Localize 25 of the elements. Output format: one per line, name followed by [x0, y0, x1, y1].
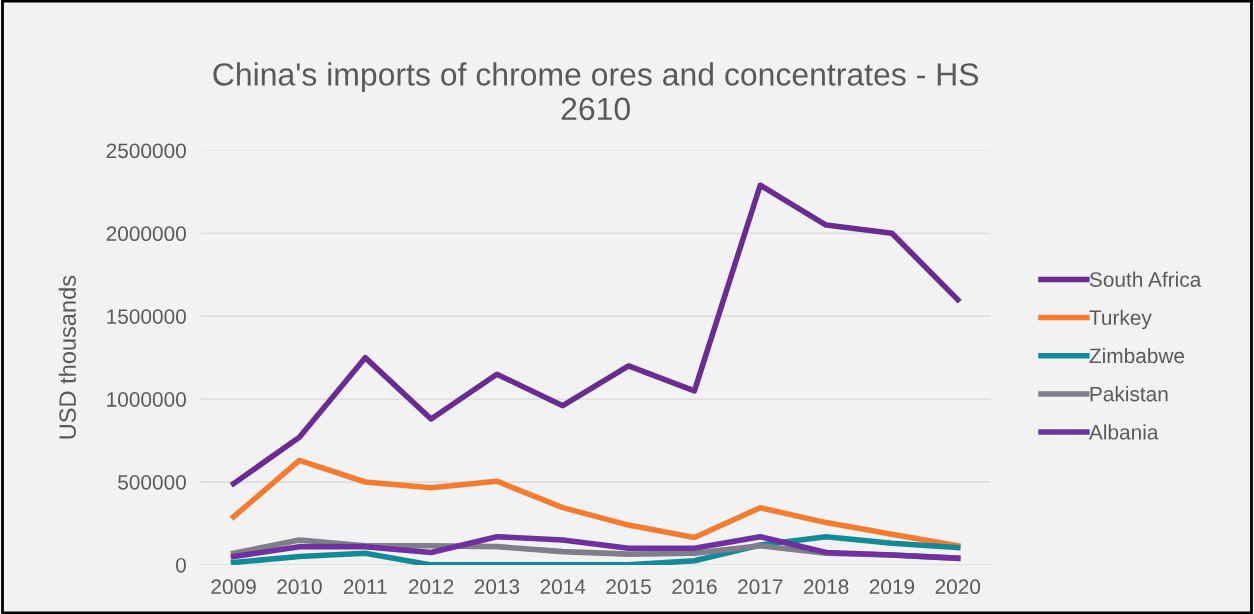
legend-label: Zimbabwe: [1089, 347, 1185, 364]
x-tick-label: 2016: [672, 579, 717, 595]
y-tick-label: 1500000: [107, 309, 186, 324]
x-tick-label: 2010: [277, 579, 322, 595]
x-tick-label: 2014: [540, 579, 586, 595]
y-tick-label: 2000000: [106, 226, 186, 242]
x-tick-label: 2017: [738, 579, 783, 595]
x-tick-label: 2013: [474, 579, 520, 595]
legend-label: South Africa: [1089, 271, 1202, 287]
x-tick-label: 2018: [803, 579, 849, 595]
chart-title: China's imports of chrome ores and concentrates - HS 2610: [213, 62, 979, 121]
x-tick-label: 2009: [211, 579, 256, 595]
y-tick-label: 1000000: [107, 392, 186, 407]
x-tick-label: 2015: [606, 579, 651, 595]
x-tick-label: 2020: [935, 579, 981, 595]
y-tick-label: 0: [175, 557, 186, 573]
y-tick-label: 2500000: [106, 143, 186, 159]
x-tick-label: 2012: [408, 579, 454, 595]
x-tick-label: 2011: [343, 579, 387, 595]
y-axis-title: USD thousands: [58, 275, 76, 439]
legend-label: Albania: [1088, 424, 1159, 440]
legend-label: Turkey: [1089, 309, 1152, 330]
y-tick-label: 500000: [118, 474, 186, 490]
legend-label: Pakistan: [1090, 386, 1168, 402]
x-tick-label: 2019: [869, 579, 915, 595]
